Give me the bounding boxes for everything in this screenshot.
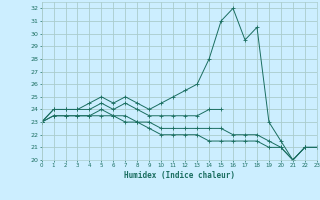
X-axis label: Humidex (Indice chaleur): Humidex (Indice chaleur) [124,171,235,180]
